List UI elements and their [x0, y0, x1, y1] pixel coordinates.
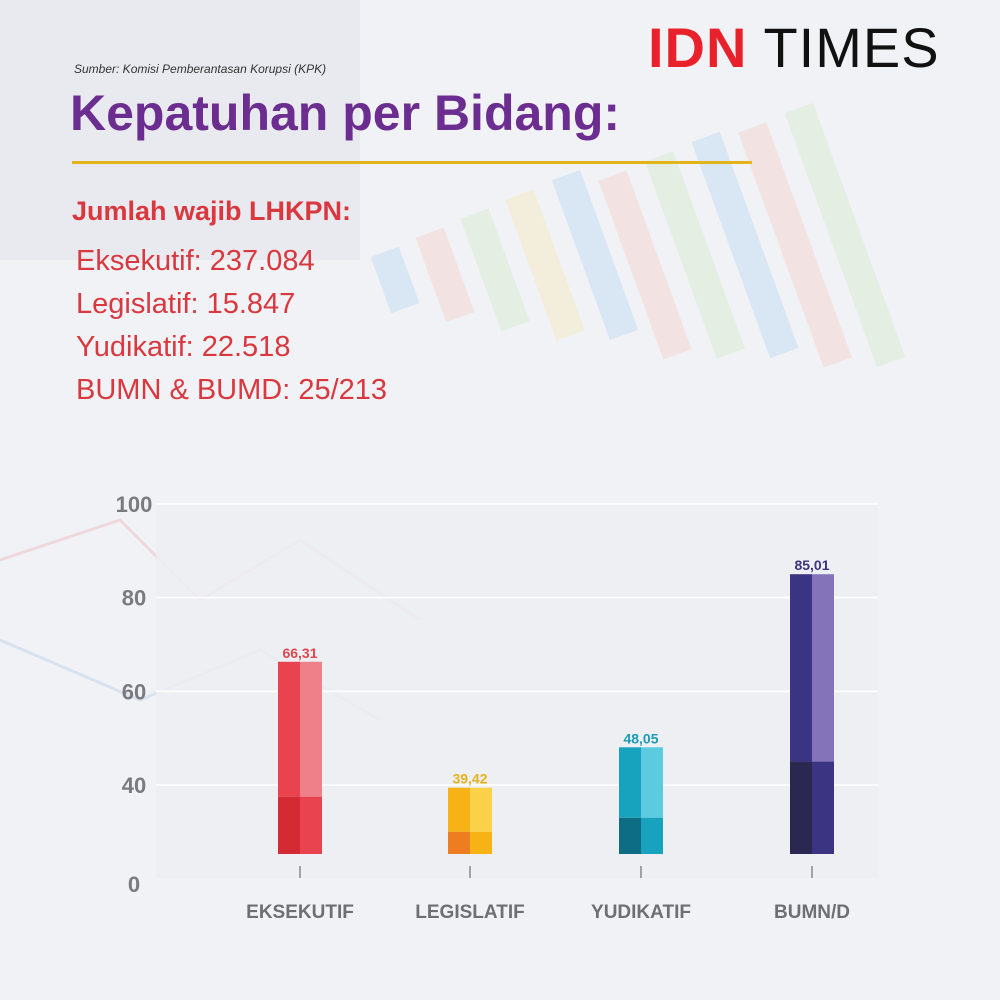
title-divider — [72, 161, 752, 164]
x-tick-label: YUDIKATIF — [591, 902, 691, 923]
page-title: Kepatuhan per Bidang: — [70, 85, 621, 141]
y-tick-label: 100 — [116, 492, 153, 517]
x-tick-label: BUMN/D — [774, 902, 850, 923]
bar-legislatif-right — [470, 787, 492, 832]
bar-bumn-d-right — [812, 574, 834, 762]
logo-secondary: TIMES — [763, 15, 940, 79]
x-tick-label: EKSEKUTIF — [246, 902, 354, 923]
bar-yudikatif-right — [641, 747, 663, 818]
source-caption: Sumber: Komisi Pemberantasan Korupsi (KP… — [74, 62, 327, 76]
x-tick-label: LEGISLATIF — [415, 902, 524, 923]
brand-logo: IDN TIMES — [648, 12, 940, 82]
data-label: 39,42 — [452, 771, 487, 787]
summary-heading: Jumlah wajib LHKPN: — [72, 196, 352, 226]
bar-eksekutif-right — [300, 661, 322, 797]
summary-item-yudikatif: Yudikatif: 22.518 — [76, 331, 291, 363]
y-tick-label: 60 — [122, 679, 146, 704]
summary-item-legislatif: Legislatif: 15.847 — [76, 288, 296, 320]
data-label: 85,01 — [794, 557, 829, 573]
bar-base-right — [470, 831, 492, 854]
bar-eksekutif-left — [278, 661, 300, 797]
bar-legislatif-left — [448, 787, 470, 832]
bar-base-left — [278, 796, 300, 854]
summary-item-bumn: BUMN & BUMD: 25/213 — [76, 374, 388, 406]
bar-base-right — [300, 796, 322, 854]
logo-primary: IDN — [648, 15, 748, 79]
y-tick-label: 0 — [128, 872, 140, 897]
data-label: 48,05 — [623, 730, 658, 746]
data-label: 66,31 — [282, 645, 317, 661]
bar-bumn-d-left — [790, 574, 812, 762]
bar-base-left — [448, 831, 470, 854]
summary-item-eksekutif: Eksekutif: 237.084 — [76, 245, 315, 277]
bar-yudikatif-left — [619, 747, 641, 818]
bar-base-left — [790, 761, 812, 854]
summary-list: Eksekutif: 237.084 Legislatif: 15.847 Yu… — [76, 240, 387, 412]
bar-base-right — [641, 817, 663, 854]
bar-base-right — [812, 761, 834, 854]
y-tick-label: 40 — [122, 773, 146, 798]
bar-base-left — [619, 817, 641, 854]
y-tick-label: 80 — [122, 586, 146, 611]
